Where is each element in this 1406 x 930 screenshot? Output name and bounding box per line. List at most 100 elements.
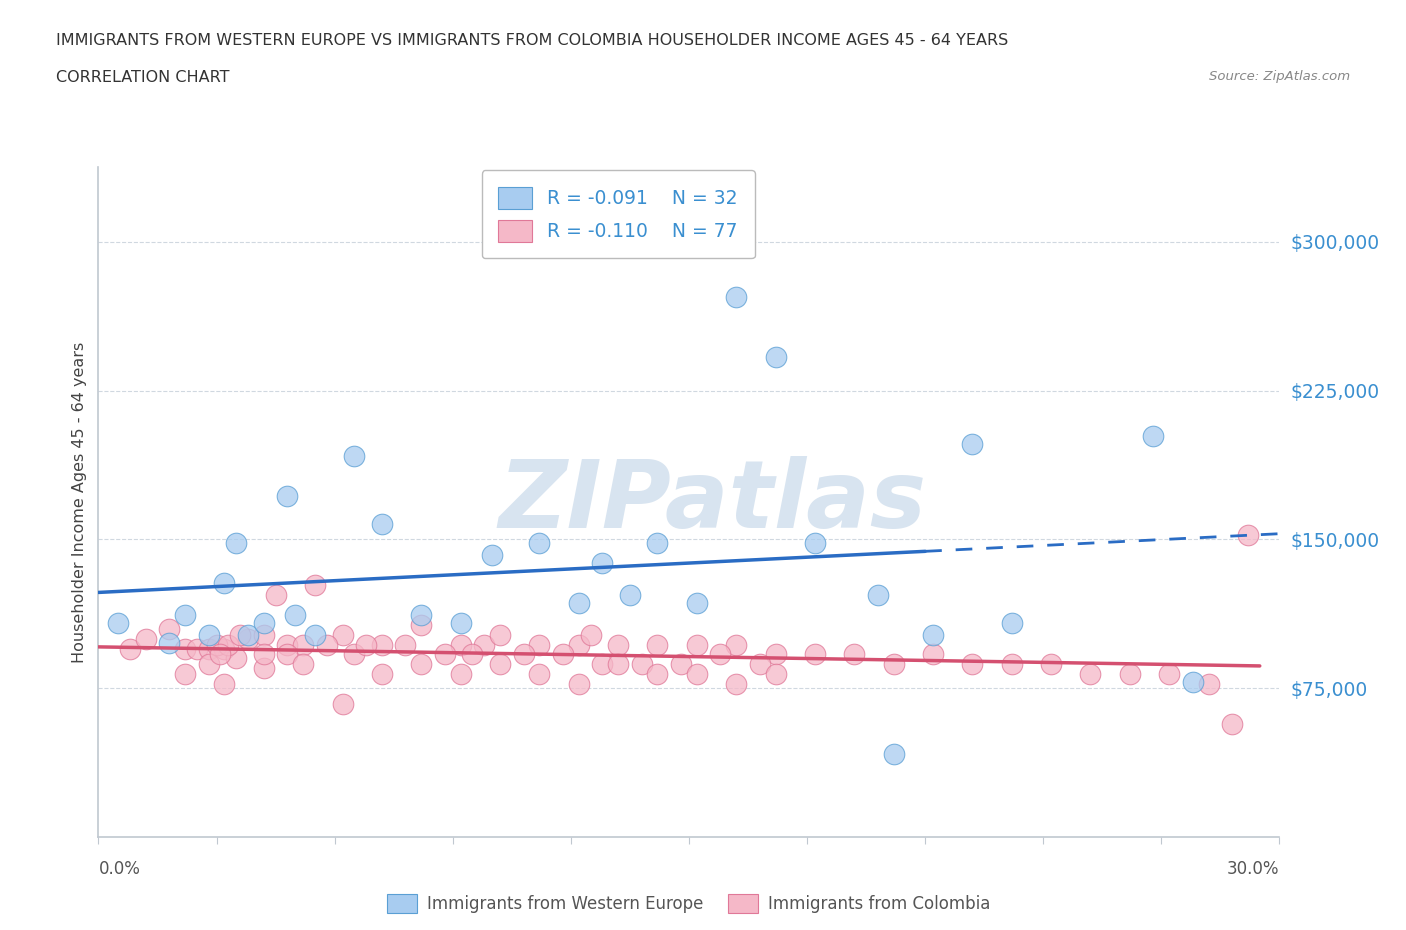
Point [619,588,641,603]
Point [292,637,315,652]
Point [1001,616,1024,631]
Point [411,657,433,671]
Text: 0.0%: 0.0% [98,860,141,878]
Point [607,657,630,671]
Point [174,667,197,682]
Point [371,516,394,531]
Point [804,647,827,662]
Point [529,667,551,682]
Point [371,667,394,682]
Point [343,448,366,463]
Point [669,657,692,671]
Point [174,607,197,622]
Point [214,641,236,656]
Point [579,627,602,642]
Point [1181,675,1204,690]
Point [157,635,180,650]
Point [264,588,287,603]
Point [315,637,337,652]
Point [647,536,669,551]
Point [461,647,484,662]
Point [472,637,495,652]
Point [1220,716,1243,731]
Point [343,647,366,662]
Point [229,627,252,642]
Point [709,647,731,662]
Point [1080,667,1102,682]
Point [647,667,669,682]
Point [253,616,276,631]
Point [276,637,298,652]
Point [1237,528,1260,543]
Point [568,637,591,652]
Point [304,578,326,592]
Point [591,556,613,571]
Point [529,637,551,652]
Point [371,637,394,652]
Point [135,631,157,646]
Point [225,536,247,551]
Point [686,637,709,652]
Point [647,637,669,652]
Point [205,637,228,652]
Point [253,647,276,662]
Point [922,647,945,662]
Legend: R = -0.091    N = 32, R = -0.110    N = 77: R = -0.091 N = 32, R = -0.110 N = 77 [482,170,755,259]
Point [1119,667,1142,682]
Point [866,588,889,603]
Point [630,657,652,671]
Point [1198,677,1220,692]
Point [686,667,709,682]
Point [450,616,472,631]
Point [411,607,433,622]
Point [529,536,551,551]
Point [591,657,613,671]
Legend: Immigrants from Western Europe, Immigrants from Colombia: Immigrants from Western Europe, Immigran… [381,887,997,920]
Point [253,627,276,642]
Point [332,697,354,711]
Point [253,661,276,676]
Text: ZIPatlas: ZIPatlas [499,457,927,548]
Point [748,657,770,671]
Point [489,657,512,671]
Point [765,350,787,365]
Point [197,641,219,656]
Point [962,657,984,671]
Point [217,637,239,652]
Point [725,677,748,692]
Point [450,637,472,652]
Point [433,647,456,662]
Point [214,677,236,692]
Point [883,657,905,671]
Point [568,677,591,692]
Point [236,631,259,646]
Point [489,627,512,642]
Point [174,641,197,656]
Point [197,657,219,671]
Point [411,618,433,632]
Point [214,576,236,591]
Point [725,290,748,305]
Point [765,667,787,682]
Point [209,647,232,662]
Point [1159,667,1181,682]
Point [354,637,377,652]
Point [292,657,315,671]
Text: CORRELATION CHART: CORRELATION CHART [56,70,229,85]
Point [922,627,945,642]
Text: Source: ZipAtlas.com: Source: ZipAtlas.com [1209,70,1350,83]
Point [844,647,866,662]
Point [197,627,219,642]
Point [962,437,984,452]
Y-axis label: Householder Income Ages 45 - 64 years: Householder Income Ages 45 - 64 years [72,341,87,663]
Point [607,637,630,652]
Point [450,667,472,682]
Point [568,595,591,610]
Point [1001,657,1024,671]
Point [276,488,298,503]
Point [512,647,534,662]
Point [225,651,247,666]
Point [332,627,354,642]
Point [883,746,905,761]
Text: IMMIGRANTS FROM WESTERN EUROPE VS IMMIGRANTS FROM COLOMBIA HOUSEHOLDER INCOME AG: IMMIGRANTS FROM WESTERN EUROPE VS IMMIGR… [56,33,1008,47]
